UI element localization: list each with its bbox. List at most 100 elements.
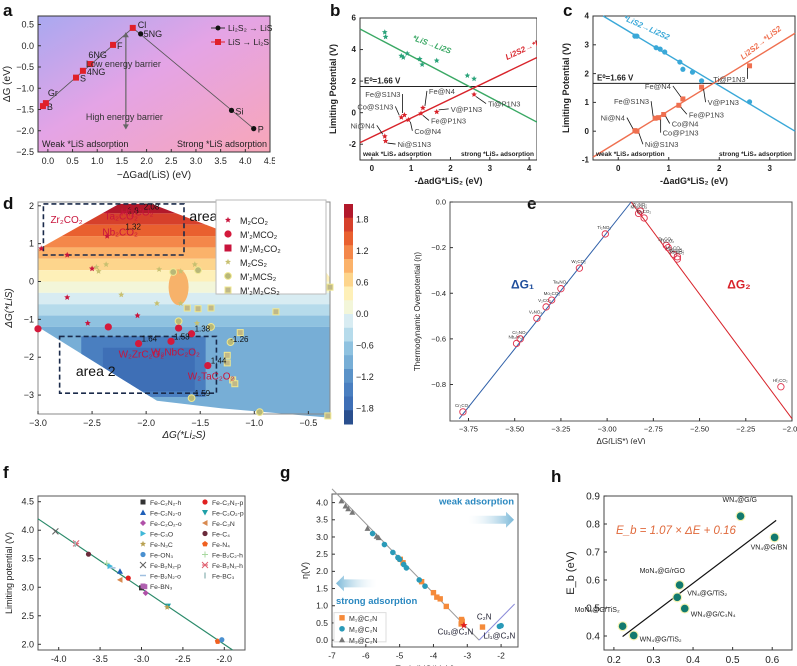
x-tick-label: -2.0 (217, 654, 233, 664)
data-point (225, 258, 231, 265)
point-label: Gr (48, 88, 58, 98)
material-label: Zr₂CO₂ (50, 215, 82, 226)
chart-b: 0 1 2 3 4 6 4 2 0 -2 -ΔadG*LiS₂ (eV) Limiting Poten… (328, 14, 537, 186)
y-axis-label: Limiting potential (V) (4, 532, 14, 614)
data-point (89, 265, 96, 272)
x-tick-label: −3.75 (459, 425, 478, 434)
label-arrow (703, 89, 706, 103)
data-point (125, 575, 131, 581)
legend-label: Fe-B₂N₂-p (150, 563, 181, 570)
legend-label: Fe-C₂N₂-h (150, 500, 182, 507)
y-tick-label: 3 (585, 40, 590, 49)
data-point (698, 78, 705, 84)
y-tick-label: 0.0 (316, 635, 328, 645)
y-tick-label: 0.6 (586, 575, 600, 586)
value-label: 1.44 (211, 357, 227, 366)
legend-label: M'₂MCO₂ (240, 230, 278, 240)
line-label: ΔG₁ (511, 278, 534, 292)
fit-line (37, 518, 233, 651)
value-label: 2.08 (144, 202, 160, 211)
point-label: V₂CO₂ (538, 298, 551, 303)
value-label: 1.38 (195, 325, 211, 334)
data-point (657, 46, 663, 52)
data-point (177, 268, 184, 274)
x-tick-label: −3.50 (505, 425, 524, 434)
plot-frame (449, 201, 793, 422)
x-axis-label: −ΔGad(LiS) (eV) (117, 170, 191, 181)
legend-marker (140, 551, 146, 558)
label-arrow (376, 125, 384, 135)
point-label: Ti₂CO₂ (660, 239, 674, 244)
data-point (349, 509, 356, 515)
chart-c: 0 1 2 3 4 3 2 1 0 -1 -ΔadG*LiS₂ (eV) Limiting Poten… (561, 12, 796, 186)
point-label: Fe@N4 (645, 82, 671, 91)
x-tick-label: 0.5 (66, 156, 79, 166)
plot-frame (592, 15, 796, 161)
y-axis-label: Limiting Potential (V) (561, 43, 571, 133)
data-point (64, 251, 71, 258)
material-label: W₂ZrC₂O₂ (119, 350, 165, 361)
data-point (680, 66, 686, 72)
legend-label: Fe-BC₃ (212, 574, 235, 581)
material-label: Ta₂CO₂ (105, 211, 138, 222)
x-axis-label: Eads(LiS*)(eV) (395, 664, 455, 666)
data-point (214, 638, 221, 644)
weak-adsorption-arrow (468, 511, 514, 528)
colorbar-segment (344, 217, 353, 232)
data-point (422, 583, 428, 589)
y-tick-label: 1.5 (316, 583, 328, 593)
x-tick-label: 1.5 (116, 156, 129, 166)
x-tick-label: 3 (488, 164, 493, 173)
data-point (134, 312, 141, 319)
point-label: V@P1N3 (708, 98, 739, 107)
colorbar-label: −0.6 (356, 340, 374, 350)
data-point (79, 67, 86, 74)
data-point (381, 133, 388, 139)
data-point (93, 263, 100, 270)
y-tick-label: 3.5 (21, 554, 34, 564)
annotation-weak: weak *LiS₂ adsorption (595, 151, 665, 158)
data-point (689, 69, 696, 75)
point-label: V@P1N3 (451, 105, 482, 114)
data-point (464, 72, 471, 78)
data-point (95, 268, 102, 274)
legend-label: M₂CS₂ (240, 258, 267, 268)
x-tick-label: 0 (616, 164, 621, 173)
y-tick-label: 4.0 (316, 497, 328, 507)
colorbar-segment (344, 300, 353, 315)
y-tick-label: 0.0 (21, 41, 34, 51)
plot-frame (331, 493, 519, 648)
legend-marker (339, 625, 345, 632)
chart-f: -4.0-3.5-3.0-2.5-2.04.54.03.53.02.52.0E(… (4, 495, 246, 664)
data-point (156, 266, 163, 272)
label-arrow (475, 96, 487, 104)
data-point (664, 243, 672, 252)
legend-label: M₂CO₂ (240, 216, 268, 226)
data-point (87, 61, 94, 68)
legend-label: M₁@C₂N (349, 616, 377, 623)
contour-band (38, 224, 330, 237)
panel-label-f: f (3, 463, 9, 482)
data-point (236, 329, 244, 337)
data-point (652, 115, 658, 121)
y-tick-label: 0.5 (316, 618, 328, 628)
data-point (107, 563, 114, 570)
point-label: WN₄@G/TiS₂ (640, 636, 682, 643)
point-label: Mo₂NO₂ (631, 204, 648, 209)
data-point (416, 56, 423, 62)
y-tick-label: 0.0 (436, 198, 446, 207)
legend-marker (140, 520, 146, 526)
data-point (224, 230, 232, 238)
data-point (770, 533, 779, 542)
legend-label: Fe-B₂C₂-h (212, 553, 243, 560)
y-tick-label: 0.9 (586, 491, 600, 502)
point-label: Cr₂NO₂ (512, 330, 527, 335)
legend-marker (224, 244, 232, 252)
x-tick-label: −2.5 (83, 418, 101, 428)
data-point (224, 272, 232, 280)
legend-label: Fe-C₄ (212, 532, 230, 539)
point-label: Fe@P1N3 (689, 110, 724, 119)
panel-label-c: c (563, 1, 573, 20)
data-point (430, 589, 437, 596)
data-point (153, 300, 160, 306)
